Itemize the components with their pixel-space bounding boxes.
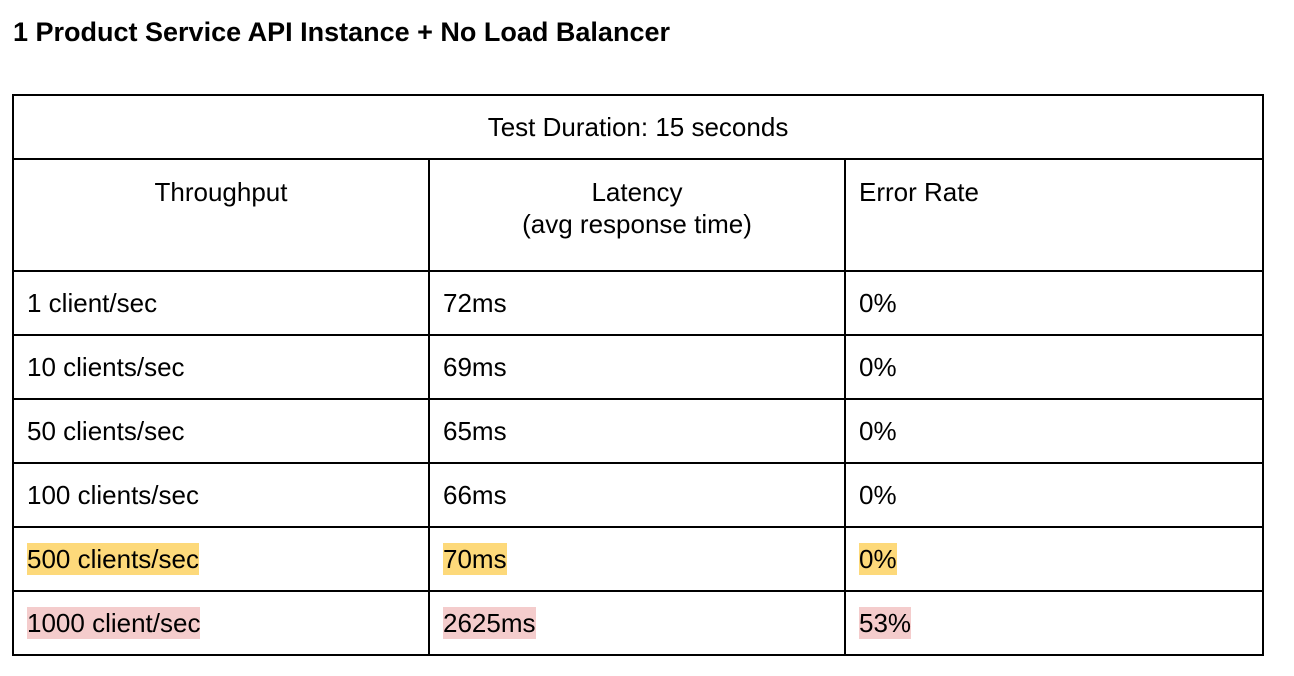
latency-value: 2625ms — [443, 606, 536, 639]
error-rate-value: 53% — [859, 606, 912, 639]
latency-header: Latency (avg response time) — [428, 158, 846, 272]
error-rate-value: 0% — [859, 479, 897, 510]
error-rate-value: 0% — [859, 542, 897, 575]
latency-header-sublabel: (avg response time) — [522, 209, 752, 239]
table-row: 50 clients/sec 65ms 0% — [12, 398, 1265, 464]
throughput-cell: 50 clients/sec — [12, 398, 430, 464]
error-rate-cell: 0% — [843, 526, 1265, 592]
table-row: 100 clients/sec 66ms 0% — [12, 462, 1265, 528]
latency-value: 69ms — [443, 351, 507, 382]
table-row: 10 clients/sec 69ms 0% — [12, 334, 1265, 400]
throughput-header: Throughput — [12, 158, 430, 272]
test-duration-cell: Test Duration: 15 seconds — [11, 94, 1265, 160]
error-rate-value: 0% — [859, 415, 897, 446]
latency-cell: 2625ms — [428, 590, 846, 656]
throughput-value: 100 clients/sec — [27, 479, 199, 510]
throughput-cell: 1 client/sec — [12, 270, 430, 336]
error-rate-value: 0% — [859, 287, 897, 318]
error-rate-cell: 53% — [843, 590, 1265, 656]
error-rate-cell: 0% — [843, 398, 1265, 464]
header-row: Throughput Latency (avg response time) E… — [12, 158, 1265, 272]
throughput-value: 1000 client/sec — [27, 606, 201, 639]
throughput-cell: 500 clients/sec — [12, 526, 430, 592]
table-row: 1000 client/sec 2625ms 53% — [12, 590, 1265, 656]
error-rate-cell: 0% — [843, 270, 1265, 336]
throughput-cell: 1000 client/sec — [12, 590, 430, 656]
latency-value: 65ms — [443, 415, 507, 446]
throughput-cell: 100 clients/sec — [12, 462, 430, 528]
results-table: Test Duration: 15 seconds Throughput Lat… — [11, 94, 1265, 656]
latency-value: 70ms — [443, 542, 507, 575]
error-rate-header: Error Rate — [843, 158, 1265, 272]
throughput-cell: 10 clients/sec — [12, 334, 430, 400]
error-rate-value: 0% — [859, 351, 897, 382]
duration-row: Test Duration: 15 seconds — [11, 94, 1265, 160]
latency-value: 72ms — [443, 287, 507, 318]
latency-cell: 65ms — [428, 398, 846, 464]
latency-cell: 72ms — [428, 270, 846, 336]
page-title: 1 Product Service API Instance + No Load… — [13, 17, 670, 47]
latency-value: 66ms — [443, 479, 507, 510]
latency-cell: 69ms — [428, 334, 846, 400]
latency-cell: 70ms — [428, 526, 846, 592]
latency-header-label: Latency — [591, 177, 683, 207]
table-row: 500 clients/sec 70ms 0% — [12, 526, 1265, 592]
latency-cell: 66ms — [428, 462, 846, 528]
table-row: 1 client/sec 72ms 0% — [12, 270, 1265, 336]
error-rate-cell: 0% — [843, 462, 1265, 528]
throughput-value: 50 clients/sec — [27, 415, 185, 446]
throughput-value: 10 clients/sec — [27, 351, 185, 382]
throughput-value: 500 clients/sec — [27, 542, 199, 575]
error-rate-cell: 0% — [843, 334, 1265, 400]
throughput-value: 1 client/sec — [27, 287, 158, 318]
